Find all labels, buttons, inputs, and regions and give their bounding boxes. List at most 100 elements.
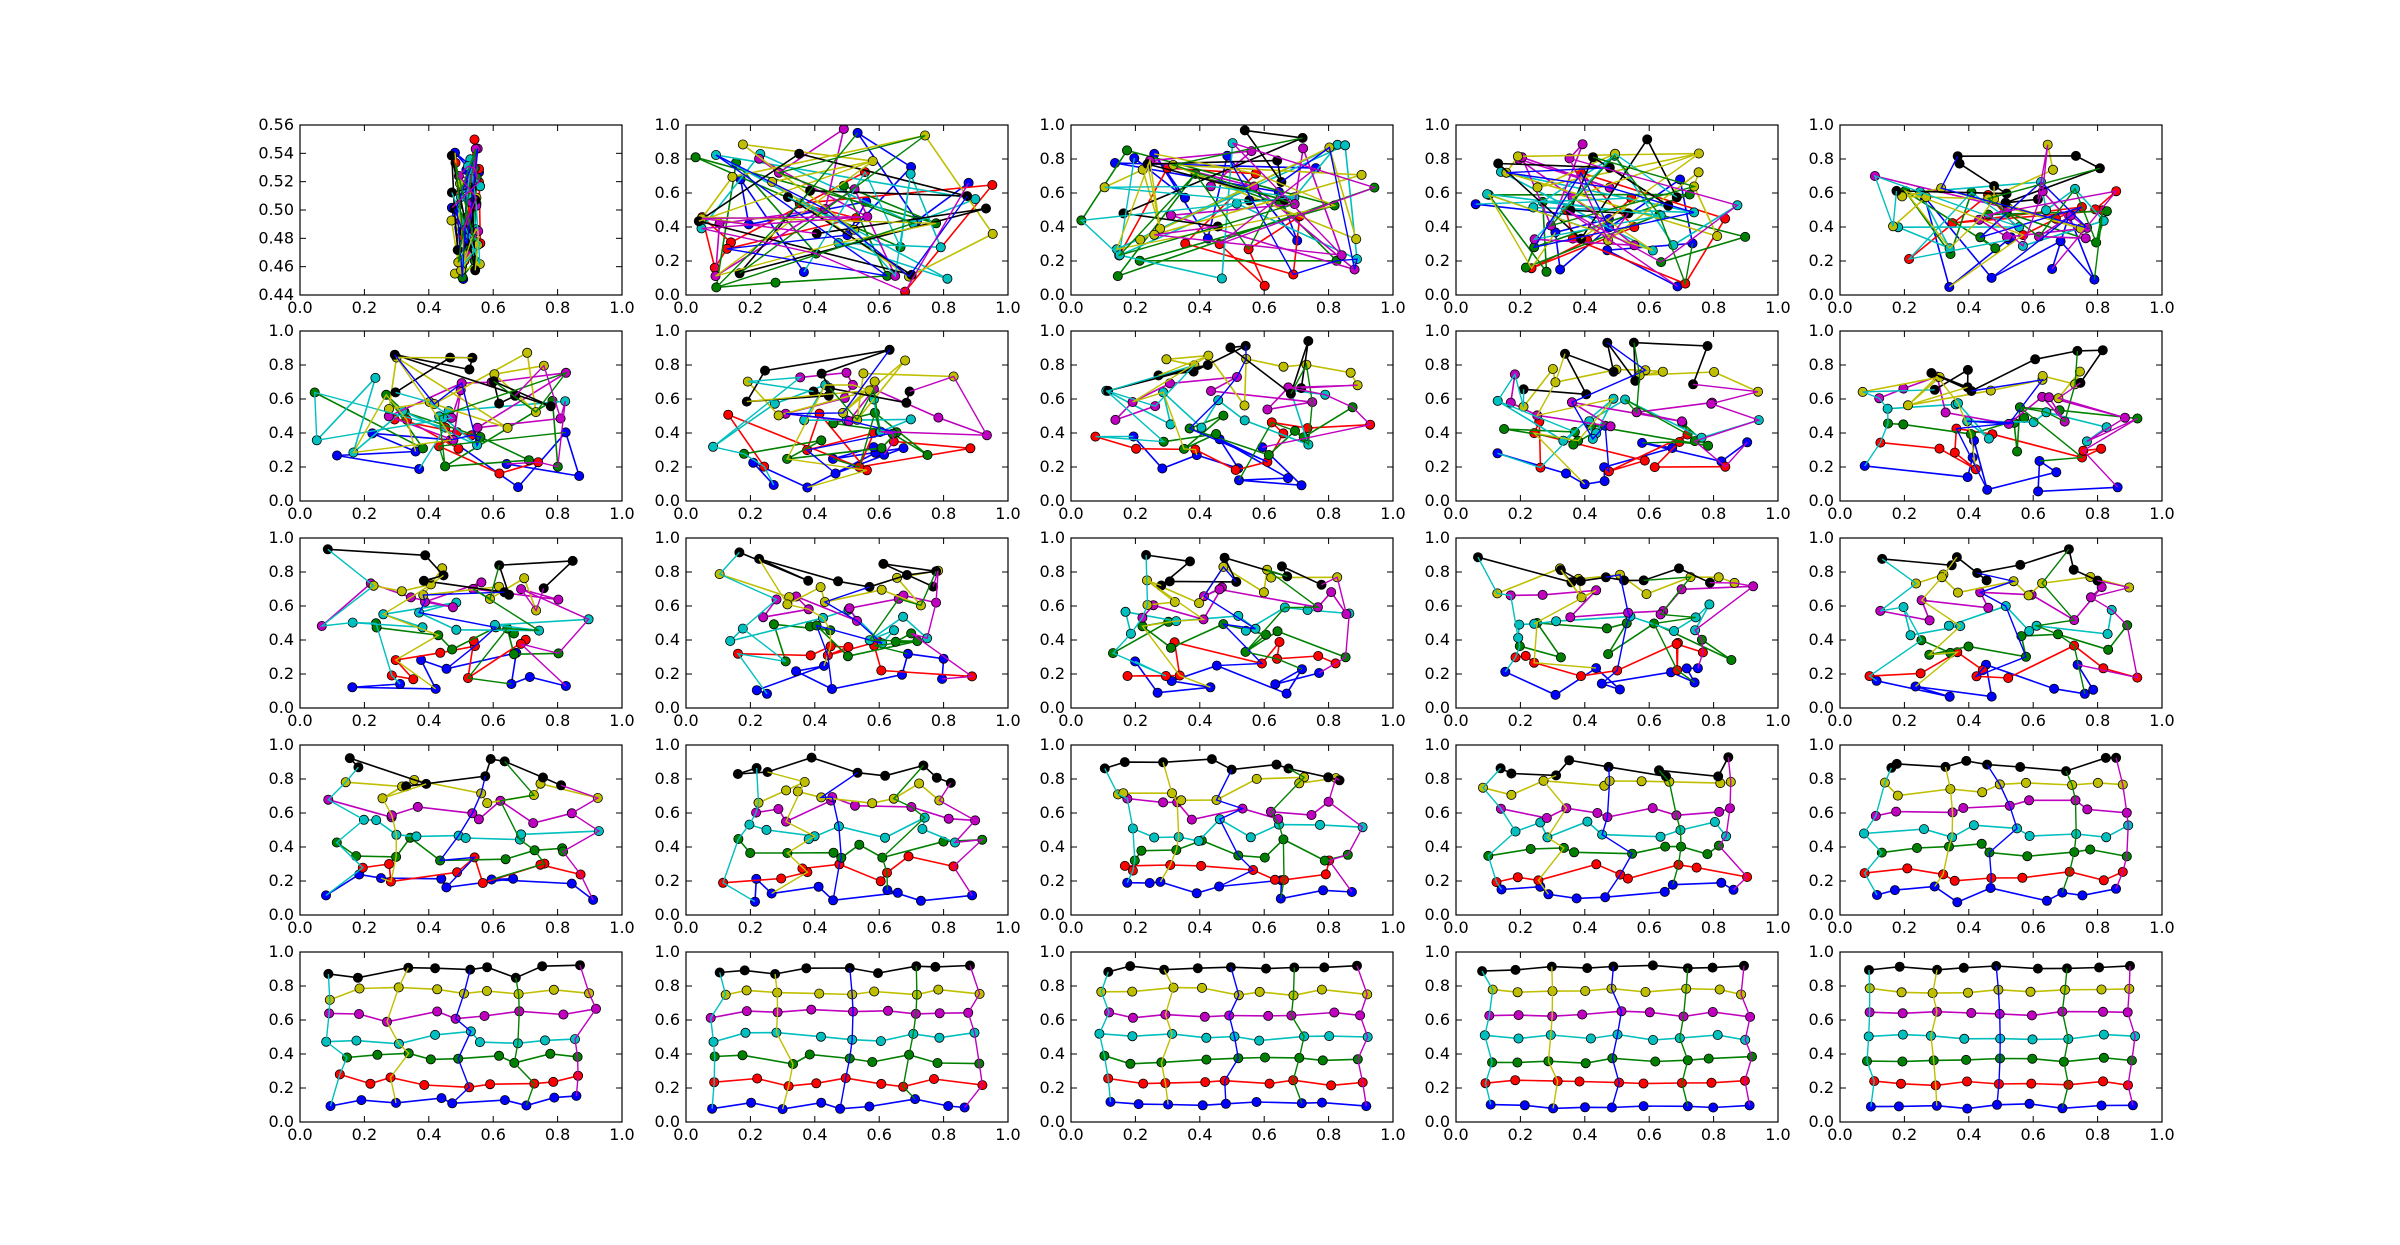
cross-link-line [1215, 769, 1255, 888]
series-cyan [1863, 1029, 2141, 1045]
data-point [1897, 1056, 1908, 1067]
cross-link-line [1986, 764, 2018, 889]
data-point [943, 1101, 954, 1112]
data-point [876, 584, 887, 595]
data-point [1702, 340, 1713, 351]
data-point [1949, 875, 1960, 886]
data-point [365, 1078, 376, 1089]
cross-link-line [1866, 969, 1875, 1107]
series-green [1514, 618, 1737, 666]
data-point [1202, 359, 1213, 370]
data-point [1889, 885, 1900, 896]
x-tick-label: 0.6 [1636, 298, 1661, 317]
data-point [2096, 984, 2107, 995]
cross-link-line [910, 570, 974, 680]
y-tick-label: 1.0 [1809, 321, 1834, 340]
y-tick-label: 0.4 [655, 217, 680, 236]
axes-frame [685, 537, 1009, 709]
data-point [1324, 1031, 1335, 1042]
data-point [1896, 987, 1907, 998]
data-point [2098, 1076, 2109, 1087]
data-point [1952, 151, 1963, 162]
x-tick-label: 0.0 [287, 1125, 312, 1144]
y-tick-label: 0.2 [1040, 1078, 1065, 1097]
series-black [1141, 550, 1327, 591]
x-tick-label: 0.8 [1316, 1125, 1341, 1144]
x-tick-label: 0.2 [1508, 298, 1533, 317]
x-tick-label: 0.8 [1701, 711, 1726, 730]
cross-link-line [2061, 968, 2070, 1109]
data-point [1990, 243, 2001, 254]
data-point [1574, 1076, 1585, 1087]
x-tick-label: 0.4 [1187, 298, 1212, 317]
data-point [1669, 626, 1680, 637]
cross-link-line [1547, 966, 1559, 1109]
data-point [1712, 231, 1723, 242]
cross-link-line [1986, 167, 2104, 280]
data-point [430, 1029, 441, 1040]
data-point [1520, 650, 1531, 661]
y-tick-label: 0.2 [1425, 664, 1450, 683]
data-point [2051, 467, 2062, 478]
data-point [1260, 629, 1271, 640]
data-point [1193, 836, 1204, 847]
data-point [876, 665, 887, 676]
data-point [876, 443, 887, 454]
x-tick-label: 0.2 [1123, 298, 1148, 317]
y-tick-label: 1.0 [655, 735, 680, 754]
cross-link-line [1318, 576, 1351, 674]
x-tick-label: 0.2 [1892, 1125, 1917, 1144]
y-tick-label: 1.0 [269, 528, 294, 547]
plot-area [1478, 752, 1753, 904]
cross-link-line [1570, 342, 1647, 474]
data-point [2094, 163, 2105, 174]
data-point [566, 878, 577, 889]
x-tick-label: 0.6 [866, 504, 891, 523]
axes-frame [1070, 744, 1394, 916]
cross-link-line [711, 376, 814, 486]
data-point [1260, 1052, 1271, 1063]
data-point [1319, 855, 1330, 866]
data-point [945, 777, 956, 788]
data-point [1152, 687, 1163, 698]
data-point [331, 450, 342, 461]
data-point [1966, 1008, 1977, 1019]
x-tick-label: 0.2 [1508, 918, 1533, 937]
data-point [773, 804, 784, 815]
data-point [485, 1079, 496, 1090]
y-tick-label: 0.4 [1040, 423, 1065, 442]
series-line [326, 1030, 576, 1045]
cross-link-line [1610, 966, 1623, 1108]
data-point [2025, 986, 2036, 997]
y-tick-label: 1.0 [1425, 115, 1450, 134]
data-point [1692, 663, 1703, 674]
data-point [933, 984, 944, 995]
data-point [1326, 587, 1337, 598]
data-point [760, 365, 771, 376]
y-tick-label: 0.2 [1425, 871, 1450, 890]
series-yellow [742, 355, 959, 425]
cross-link-line [1188, 345, 1268, 463]
x-tick-label: 0.8 [1316, 918, 1341, 937]
cross-link-line [746, 384, 870, 489]
data-point [901, 397, 912, 408]
data-point [1197, 1100, 1208, 1111]
y-tick-label: 0.6 [269, 596, 294, 615]
data-point [1254, 1035, 1265, 1046]
data-point [1186, 814, 1197, 825]
y-tick-label: 0.0 [1809, 1112, 1834, 1131]
y-tick-label: 1.0 [655, 115, 680, 134]
y-tick-label: 0.48 [258, 228, 294, 247]
data-point [794, 148, 805, 159]
x-tick-label: 0.6 [480, 504, 505, 523]
data-point [805, 650, 816, 661]
cross-link-line [1226, 146, 1358, 276]
x-tick-label: 1.0 [2149, 504, 2174, 523]
data-point [1258, 587, 1269, 598]
cross-link-line [1111, 554, 1167, 677]
data-point [816, 1031, 827, 1042]
data-point [1161, 354, 1172, 365]
x-tick-label: 0.2 [352, 711, 377, 730]
data-point [942, 273, 953, 284]
cross-link-line [1238, 362, 1314, 481]
